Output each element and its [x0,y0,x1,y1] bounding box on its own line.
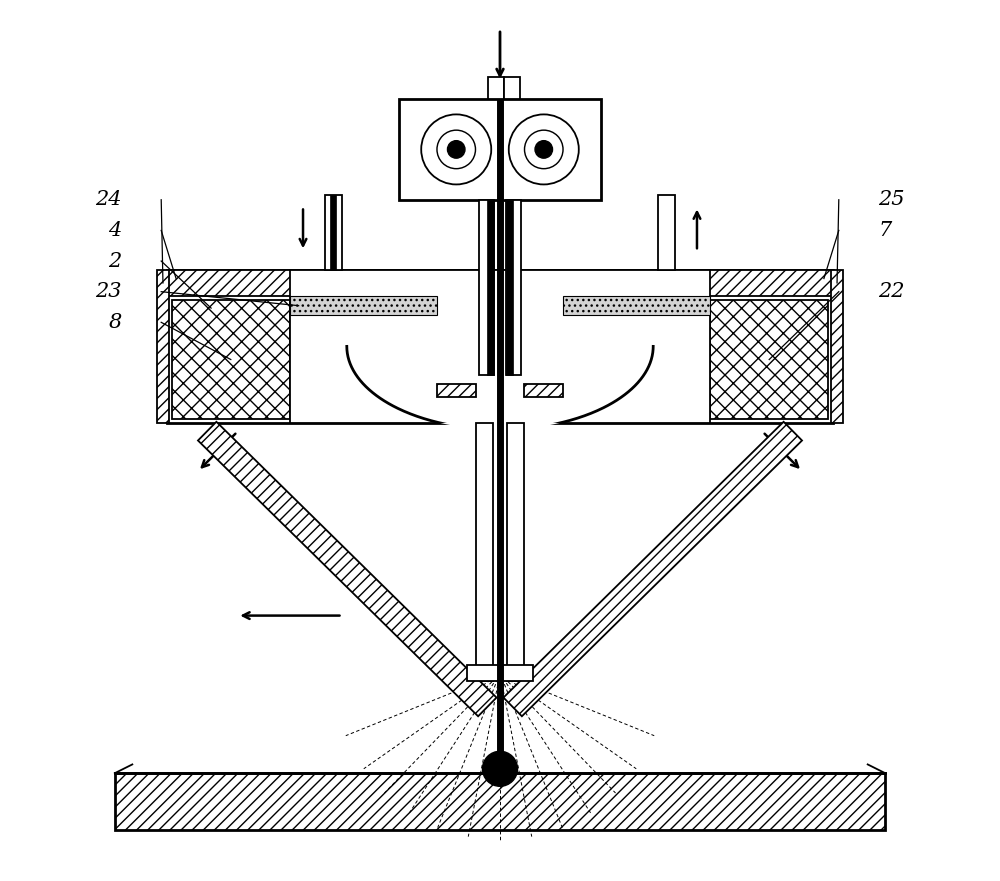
Circle shape [437,130,475,168]
Bar [658,196,675,270]
Circle shape [525,130,563,168]
Bar [507,423,524,681]
Text: 23: 23 [95,282,122,301]
Bar [167,270,833,296]
Text: 24: 24 [95,190,122,210]
Bar [506,200,521,374]
Bar [172,300,290,418]
Bar [563,296,710,315]
Bar [157,270,169,423]
Bar [325,196,342,270]
Text: 22: 22 [878,282,905,301]
Bar [115,774,885,830]
Circle shape [447,141,465,159]
Bar [290,296,437,315]
Bar [524,384,563,396]
Bar [399,99,601,200]
Bar [487,200,494,374]
Polygon shape [347,346,653,430]
Circle shape [421,115,491,184]
Bar [330,196,336,270]
Bar [467,665,533,681]
Text: 4: 4 [109,221,122,240]
Bar [476,423,493,681]
Circle shape [482,751,518,787]
Text: 8: 8 [109,313,122,332]
Bar [488,78,504,99]
Text: 7: 7 [878,221,891,240]
Bar [437,384,476,396]
Polygon shape [503,422,802,716]
Bar [290,270,710,423]
Bar [506,200,513,374]
Bar [710,300,828,418]
Bar [504,78,520,99]
Bar [831,270,843,423]
Text: 2: 2 [109,252,122,270]
Circle shape [509,115,579,184]
Bar [167,270,833,423]
Text: 25: 25 [878,190,905,210]
Bar [479,200,494,374]
Circle shape [535,141,553,159]
Polygon shape [198,422,497,716]
